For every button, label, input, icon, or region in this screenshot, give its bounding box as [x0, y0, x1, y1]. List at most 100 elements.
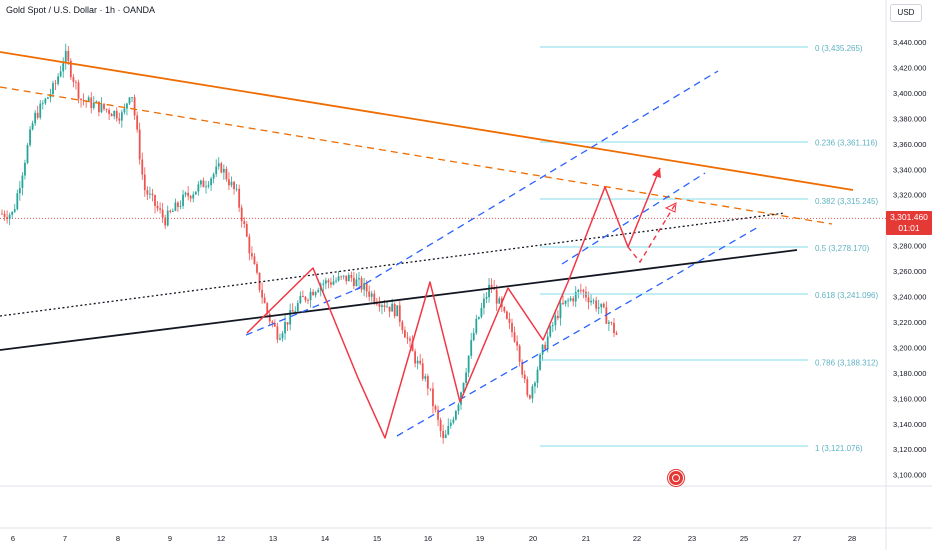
candle-body	[409, 338, 411, 341]
candle-body	[345, 275, 348, 282]
candle-body	[13, 209, 16, 212]
candle-body	[273, 322, 276, 327]
candle-body	[64, 50, 67, 64]
candle-body	[465, 372, 467, 383]
candle-body	[67, 50, 70, 61]
candle-body	[396, 305, 399, 317]
y-tick-label: 3,220.000	[893, 318, 926, 327]
y-tick-label: 3,340.000	[893, 165, 926, 174]
candle-body	[54, 83, 57, 84]
candle-body	[437, 409, 439, 420]
black-support-line[interactable]	[0, 249, 798, 351]
candle-body	[205, 186, 207, 188]
candle-body	[222, 168, 225, 173]
candle-body	[424, 376, 427, 379]
candle-body	[271, 321, 274, 323]
candle-body	[557, 315, 559, 319]
x-tick-label: 7	[63, 534, 67, 543]
candle-body	[128, 97, 131, 104]
candle-body	[299, 295, 302, 304]
x-tick-label: 6	[11, 534, 15, 543]
x-tick-label: 20	[529, 534, 537, 543]
candle-body	[414, 351, 416, 364]
candle-body	[34, 112, 37, 124]
candle-body	[615, 333, 618, 335]
red-zigzag-path[interactable]	[246, 167, 661, 439]
candle-body	[200, 180, 202, 185]
candle-body	[483, 298, 485, 308]
candle-body	[233, 181, 235, 190]
channel-upper-line[interactable]	[354, 70, 719, 291]
candle-body	[177, 202, 179, 207]
symbol-title[interactable]: Gold Spot / U.S. Dollar · 1h · OANDA	[6, 5, 156, 15]
candle-body	[31, 123, 34, 130]
candle-body	[508, 318, 511, 323]
candle-body	[368, 291, 371, 297]
candle-body	[488, 284, 490, 298]
candle-body	[187, 192, 190, 197]
candle-body	[154, 195, 156, 206]
candle-body	[1, 213, 3, 215]
channel-mid-line[interactable]	[561, 172, 706, 265]
candle-body	[327, 280, 330, 283]
candle-body	[266, 303, 269, 314]
candle-body	[574, 291, 577, 302]
candle-body	[360, 278, 363, 290]
candle-body	[251, 253, 253, 257]
candle-body	[312, 291, 314, 296]
candle-body	[189, 196, 192, 199]
candle-body	[455, 410, 457, 420]
candle-body	[164, 217, 167, 226]
candle-body	[24, 162, 26, 176]
orange-dashed-line[interactable]	[0, 86, 833, 225]
red-projection-dashed[interactable]	[627, 202, 677, 264]
candle-body	[386, 306, 388, 308]
fib-level-label: 0.5 (3,278.170)	[815, 244, 870, 253]
candle-body	[26, 145, 29, 163]
candle-body	[480, 307, 483, 317]
candle-body	[531, 386, 534, 399]
fib-level-label: 0.618 (3,241.096)	[815, 291, 878, 300]
candle-body	[207, 185, 210, 187]
drawing-tools[interactable]	[0, 46, 854, 447]
candle-body	[541, 344, 544, 355]
candle-body	[248, 236, 251, 254]
black-dotted-line[interactable]	[0, 212, 786, 317]
candle-body	[21, 175, 24, 189]
channel-left-line[interactable]	[245, 287, 361, 336]
y-tick-label: 3,280.000	[893, 242, 926, 251]
channel-lower-line[interactable]	[396, 225, 761, 437]
candle-body	[29, 129, 31, 146]
candle-body	[610, 322, 613, 324]
candle-body	[406, 337, 409, 339]
candle-body	[587, 297, 590, 303]
candle-body	[442, 431, 445, 439]
y-tick-label: 3,200.000	[893, 343, 926, 352]
x-tick-label: 27	[793, 534, 801, 543]
y-tick-label: 3,400.000	[893, 89, 926, 98]
candle-body	[567, 300, 569, 302]
candle-body	[358, 278, 360, 280]
candle-body	[324, 280, 327, 284]
candle-body	[564, 300, 567, 304]
projection-dashed-arrowhead	[664, 202, 677, 213]
candle-body	[307, 300, 309, 301]
candle-body	[398, 305, 401, 322]
candle-body	[513, 332, 516, 342]
candle-body	[95, 101, 98, 103]
candle-body	[485, 297, 488, 299]
candle-body	[457, 404, 460, 411]
candle-body	[16, 193, 19, 210]
candle-body	[126, 103, 128, 109]
economic-event-flag-icon[interactable]	[668, 470, 684, 486]
candle-body	[210, 178, 212, 186]
candle-body	[449, 422, 452, 426]
candle-body	[171, 210, 174, 212]
candle-body	[544, 344, 547, 350]
orange-resistance-line[interactable]	[0, 51, 854, 191]
currency-selector[interactable]: USD	[890, 4, 922, 22]
candle-body	[304, 296, 307, 301]
candle-body	[184, 192, 187, 195]
